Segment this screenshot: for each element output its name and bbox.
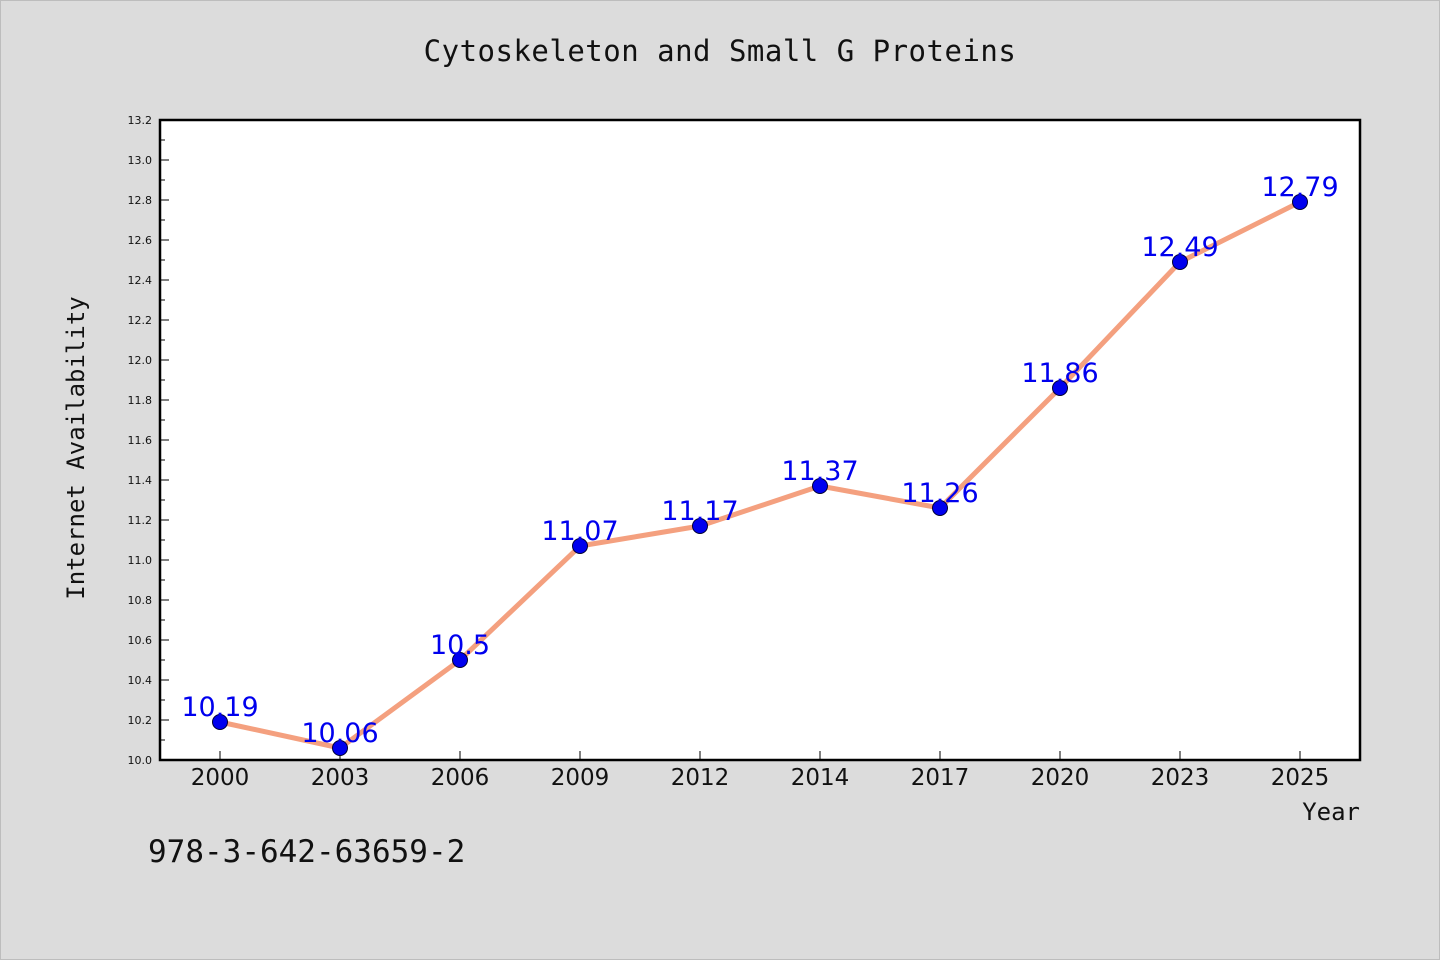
data-labels-layer: 10.19 10.06 10.5 11.07 11.17 11.37 11.26 11.86 1… xyxy=(181,172,1338,749)
x-tick-label: 2020 xyxy=(1031,765,1090,791)
x-axis-ticks: 2000 2003 2006 2009 2012 2014 2017 2020 2023 2025 xyxy=(191,751,1330,791)
y-tick-label: 12.8 xyxy=(128,194,153,207)
y-axis-ticks: 10.0 10.2 10.4 10.6 10.8 11.0 11.2 11.4 11.6 11.8… xyxy=(128,114,169,767)
series-layer xyxy=(212,194,1308,756)
data-point xyxy=(452,652,468,668)
y-tick-label: 10.6 xyxy=(128,634,153,647)
y-axis-label: Internet Availability xyxy=(62,296,90,599)
data-label: 11.07 xyxy=(541,516,618,547)
x-tick-label: 2014 xyxy=(791,765,850,791)
chart-title: Cytoskeleton and Small G Proteins xyxy=(423,34,1017,68)
y-tick-label: 12.6 xyxy=(128,234,153,247)
y-tick-label: 13.2 xyxy=(128,114,153,127)
plot-area xyxy=(158,118,1362,762)
x-axis-label: Year xyxy=(1302,798,1360,826)
y-tick-label: 11.4 xyxy=(128,474,153,487)
x-tick-label: 2000 xyxy=(191,765,250,791)
x-tick-label: 2025 xyxy=(1271,765,1330,791)
y-tick-label: 10.4 xyxy=(128,674,153,687)
data-point xyxy=(932,500,948,516)
data-label: 10.5 xyxy=(430,630,490,661)
y-tick-label: 12.2 xyxy=(128,314,153,327)
data-label: 10.19 xyxy=(181,692,258,723)
y-tick-label: 10.0 xyxy=(128,754,153,767)
y-tick-label: 12.0 xyxy=(128,354,153,367)
data-point xyxy=(1172,254,1188,270)
footer-code: 978-3-642-63659-2 xyxy=(148,834,466,870)
data-point xyxy=(692,518,708,534)
data-label: 11.26 xyxy=(901,478,978,509)
y-tick-label: 10.2 xyxy=(128,714,153,727)
data-label: 11.86 xyxy=(1021,358,1098,389)
y-tick-label: 11.0 xyxy=(128,554,153,567)
data-label: 12.79 xyxy=(1261,172,1338,203)
data-point xyxy=(1052,380,1068,396)
data-label: 11.37 xyxy=(781,456,858,487)
x-tick-label: 2006 xyxy=(431,765,490,791)
x-tick-label: 2017 xyxy=(911,765,970,791)
y-tick-label: 10.8 xyxy=(128,594,153,607)
x-tick-label: 2009 xyxy=(551,765,610,791)
data-point xyxy=(212,714,228,730)
data-label: 11.17 xyxy=(661,496,738,527)
y-tick-label: 11.2 xyxy=(128,514,153,527)
y-tick-label: 11.6 xyxy=(128,434,153,447)
y-tick-label: 12.4 xyxy=(128,274,153,287)
data-point xyxy=(332,740,348,756)
data-point xyxy=(812,478,828,494)
data-label: 10.06 xyxy=(301,718,378,749)
data-point xyxy=(1292,194,1308,210)
y-tick-label: 13.0 xyxy=(128,154,153,167)
y-tick-label: 11.8 xyxy=(128,394,153,407)
x-tick-label: 2003 xyxy=(311,765,370,791)
data-label: 12.49 xyxy=(1141,232,1218,263)
x-tick-label: 2023 xyxy=(1151,765,1210,791)
x-tick-label: 2012 xyxy=(671,765,730,791)
data-point xyxy=(572,538,588,554)
series-line xyxy=(217,199,1303,751)
